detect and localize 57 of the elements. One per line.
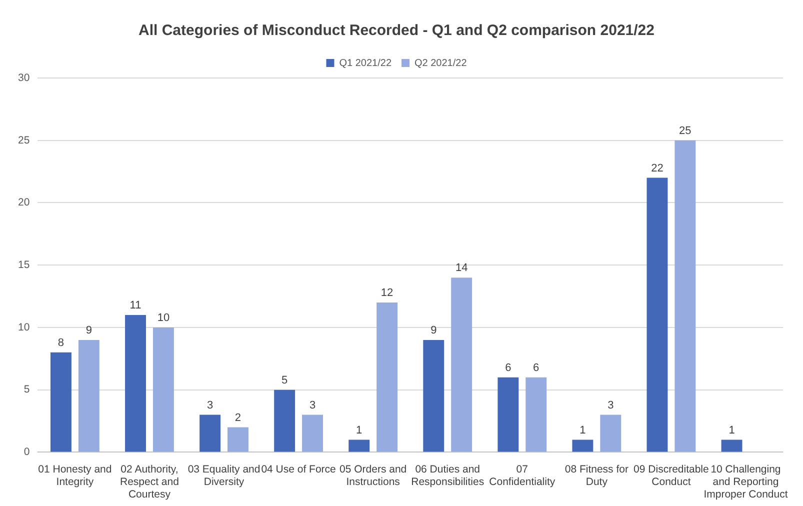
bar xyxy=(152,327,174,452)
bar xyxy=(721,440,742,452)
data-label: 25 xyxy=(679,124,692,137)
bar xyxy=(200,414,221,452)
x-tick-label: 07 Confidentiality xyxy=(489,463,556,488)
x-tick-label: 04 Use of Force xyxy=(261,463,336,476)
data-label: 11 xyxy=(130,300,142,312)
data-label: 1 xyxy=(580,424,586,436)
data-label: 6 xyxy=(505,362,512,374)
y-tick-label: 0 xyxy=(24,446,30,458)
data-label: 6 xyxy=(533,362,540,374)
data-label: 10 xyxy=(157,312,170,324)
data-label: 3 xyxy=(309,399,316,412)
data-label: 12 xyxy=(380,287,394,300)
data-label: 9 xyxy=(86,324,92,336)
x-tick-label: 08 Fitness for Duty xyxy=(564,463,629,488)
bar xyxy=(348,440,370,452)
legend-label: Q1 2021/22 xyxy=(339,58,392,69)
bar xyxy=(274,390,296,452)
x-tick-label: 09 Discreditable Conduct xyxy=(634,463,710,488)
data-label: 3 xyxy=(608,399,614,412)
bar xyxy=(674,140,696,452)
data-label: 1 xyxy=(356,424,362,436)
data-label: 22 xyxy=(651,162,664,174)
y-tick-label: 30 xyxy=(18,72,30,84)
x-tick-label: 05 Orders and Instructions xyxy=(340,463,407,488)
x-tick-label: 02 Authority, Respect and Courtesy xyxy=(120,463,180,501)
y-tick-label: 5 xyxy=(24,384,30,396)
x-tick-label: 01 Honesty and Integrity xyxy=(38,463,112,488)
bar xyxy=(376,302,398,452)
chart-title: All Categories of Misconduct Recorded - Q1 and Q2 comparison 2021/22 xyxy=(138,22,654,40)
bar xyxy=(423,340,444,452)
y-tick-label: 15 xyxy=(18,258,30,271)
data-label: 2 xyxy=(234,412,242,424)
data-label: 5 xyxy=(282,374,288,386)
bar xyxy=(526,377,547,452)
bar xyxy=(78,340,100,452)
data-label: 8 xyxy=(58,336,64,349)
bar xyxy=(125,314,146,452)
bar xyxy=(646,178,668,452)
bar xyxy=(50,352,72,452)
y-tick-label: 25 xyxy=(18,134,30,146)
bar xyxy=(498,377,519,452)
bar xyxy=(302,414,323,452)
bar xyxy=(572,440,594,452)
x-tick-label: 03 Equality and Diversity xyxy=(188,463,260,488)
bar xyxy=(600,414,622,452)
bar xyxy=(451,278,472,452)
x-tick-label: 06 Duties and Responsibilities xyxy=(411,463,484,488)
y-tick-label: 10 xyxy=(18,321,30,334)
data-label: 3 xyxy=(206,399,214,412)
bar xyxy=(228,427,248,452)
data-label: 1 xyxy=(728,424,735,436)
data-label: 14 xyxy=(455,262,468,274)
data-label: 9 xyxy=(430,324,437,336)
legend-label: Q2 2021/22 xyxy=(414,58,468,69)
y-tick-label: 20 xyxy=(18,196,30,209)
